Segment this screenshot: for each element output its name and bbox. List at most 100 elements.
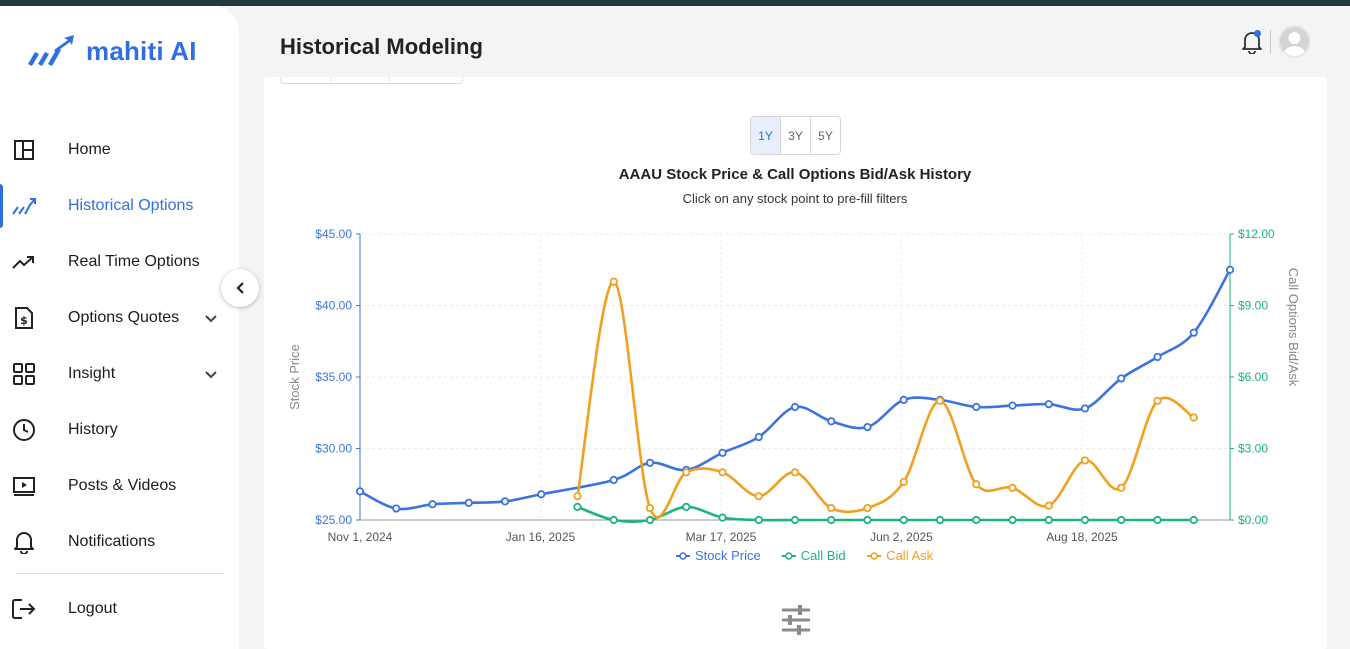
call-bid-point xyxy=(899,515,908,525)
call-bid-point xyxy=(1153,515,1162,525)
call-ask-point xyxy=(718,468,727,477)
sidebar-item-label: Logout xyxy=(68,600,117,617)
notification-dot xyxy=(1254,30,1261,37)
call-ask-point xyxy=(1153,396,1162,405)
stock-price-point xyxy=(899,395,908,404)
collapse-sidebar-button[interactable] xyxy=(221,269,259,307)
grid-icon xyxy=(11,362,37,386)
stock-price-point xyxy=(1189,328,1198,337)
sidebar-item-label: Home xyxy=(68,141,111,158)
sidebar-item-label: Options Quotes xyxy=(68,309,180,326)
call-bid-point xyxy=(1080,515,1090,525)
y-axis-title: Stock Price xyxy=(287,344,302,410)
call-ask-point xyxy=(899,477,908,486)
filters-icon[interactable] xyxy=(780,605,812,635)
call-ask-point xyxy=(1008,483,1017,492)
call-ask-point xyxy=(1117,483,1126,492)
stock-price-point xyxy=(464,498,473,507)
sidebar-item-historical-options[interactable]: Historical Options xyxy=(0,184,239,228)
tab-edge[interactable] xyxy=(332,77,390,84)
brand-logo-icon xyxy=(28,35,74,66)
y2-tick-label: $9.00 xyxy=(1238,299,1268,313)
active-indicator xyxy=(0,184,3,228)
y2-tick-label: $3.00 xyxy=(1238,442,1268,456)
call-ask-point xyxy=(790,468,800,477)
call-ask-point xyxy=(863,503,872,513)
call-ask-point xyxy=(1189,413,1198,422)
logo[interactable]: mahiti AI xyxy=(26,34,197,68)
y-tick-label: $30.00 xyxy=(315,442,352,456)
chart-up-icon xyxy=(11,194,37,218)
legend-label-call-bid: Call Bid xyxy=(801,548,846,563)
tab-edge[interactable] xyxy=(390,77,462,84)
stock-price-point xyxy=(827,417,836,426)
call-ask-point xyxy=(827,503,836,513)
tab-edge[interactable] xyxy=(281,77,333,84)
call-bid-point xyxy=(754,515,763,525)
sidebar-item-label: Real Time Options xyxy=(68,253,200,270)
chart-subtitle: Click on any stock point to pre-fill fil… xyxy=(682,191,908,206)
y2-tick-label: $0.00 xyxy=(1238,513,1268,527)
stock-price-point xyxy=(863,422,872,432)
call-ask-point xyxy=(1080,456,1090,465)
range-1y-button[interactable]: 1Y xyxy=(751,117,781,154)
previous-tab-group xyxy=(280,77,463,84)
call-bid-point xyxy=(1044,515,1053,525)
sidebar-item-real-time-options[interactable]: Real Time Options xyxy=(0,240,239,284)
layout-icon xyxy=(11,138,37,162)
stock-price-point xyxy=(500,497,510,506)
call-bid-point xyxy=(790,515,800,525)
play-screen-icon xyxy=(11,474,37,498)
window-top-strip xyxy=(0,0,1350,6)
call-bid-point xyxy=(609,515,618,525)
sidebar-item-logout[interactable]: Logout xyxy=(0,587,239,631)
chevron-down-icon[interactable] xyxy=(204,367,218,385)
stock-price-point xyxy=(1044,400,1053,409)
svg-text:$: $ xyxy=(20,314,28,327)
y-tick-label: $45.00 xyxy=(315,227,352,241)
stock-price-point xyxy=(355,487,365,496)
range-5y-button[interactable]: 5Y xyxy=(818,128,833,143)
sidebar-item-label: Historical Options xyxy=(68,197,194,214)
sidebar-item-home[interactable]: Home xyxy=(0,128,239,172)
call-bid-point xyxy=(1189,515,1198,525)
range-selector: 1Y 3Y 5Y xyxy=(750,116,841,155)
legend-marker-stock-price xyxy=(679,552,687,560)
sidebar-item-posts-videos[interactable]: Posts & Videos xyxy=(0,464,239,508)
stock-price-point xyxy=(645,458,655,467)
x-tick-label: Nov 1, 2024 xyxy=(328,530,393,544)
sidebar-item-notifications[interactable]: Notifications xyxy=(0,520,239,564)
call-ask-point xyxy=(682,468,691,477)
y-tick-label: $40.00 xyxy=(315,299,352,313)
call-ask-point xyxy=(935,396,945,405)
legend-label-stock-price: Stock Price xyxy=(695,548,761,563)
sidebar: mahiti AI Home Historical Options Real T… xyxy=(0,6,239,649)
call-ask-point xyxy=(1044,501,1053,510)
legend-label-call-ask: Call Ask xyxy=(886,548,933,563)
call-bid-line xyxy=(577,505,1194,523)
call-ask-point xyxy=(609,277,618,286)
sidebar-item-label: Insight xyxy=(68,365,116,382)
clock-icon xyxy=(11,418,37,442)
call-ask-point xyxy=(645,503,655,513)
sidebar-item-history[interactable]: History xyxy=(0,408,239,452)
sidebar-item-insight[interactable]: Insight xyxy=(0,352,239,396)
user-avatar[interactable] xyxy=(1278,25,1311,58)
sidebar-divider xyxy=(16,573,224,574)
sidebar-item-label: Posts & Videos xyxy=(68,477,177,494)
chevron-down-icon[interactable] xyxy=(204,311,218,329)
stock-price-point xyxy=(1225,265,1235,274)
x-tick-label: Aug 18, 2025 xyxy=(1046,530,1118,544)
call-ask-point xyxy=(573,492,582,501)
y-tick-label: $25.00 xyxy=(315,513,352,527)
call-bid-point xyxy=(1117,515,1126,525)
stock-price-point xyxy=(718,448,727,457)
call-ask-point xyxy=(972,480,981,489)
y2-tick-label: $12.00 xyxy=(1238,227,1275,241)
sidebar-item-options-quotes[interactable]: $ Options Quotes xyxy=(0,296,239,340)
price-options-chart[interactable]: $45.00 $40.00 $35.00 $30.00 $25.00 $12.00 $9.0… xyxy=(264,210,1327,580)
call-bid-point xyxy=(1008,515,1017,525)
call-bid-point xyxy=(972,515,981,525)
stock-price-point xyxy=(1080,404,1090,413)
range-3y-button[interactable]: 3Y xyxy=(781,117,811,154)
